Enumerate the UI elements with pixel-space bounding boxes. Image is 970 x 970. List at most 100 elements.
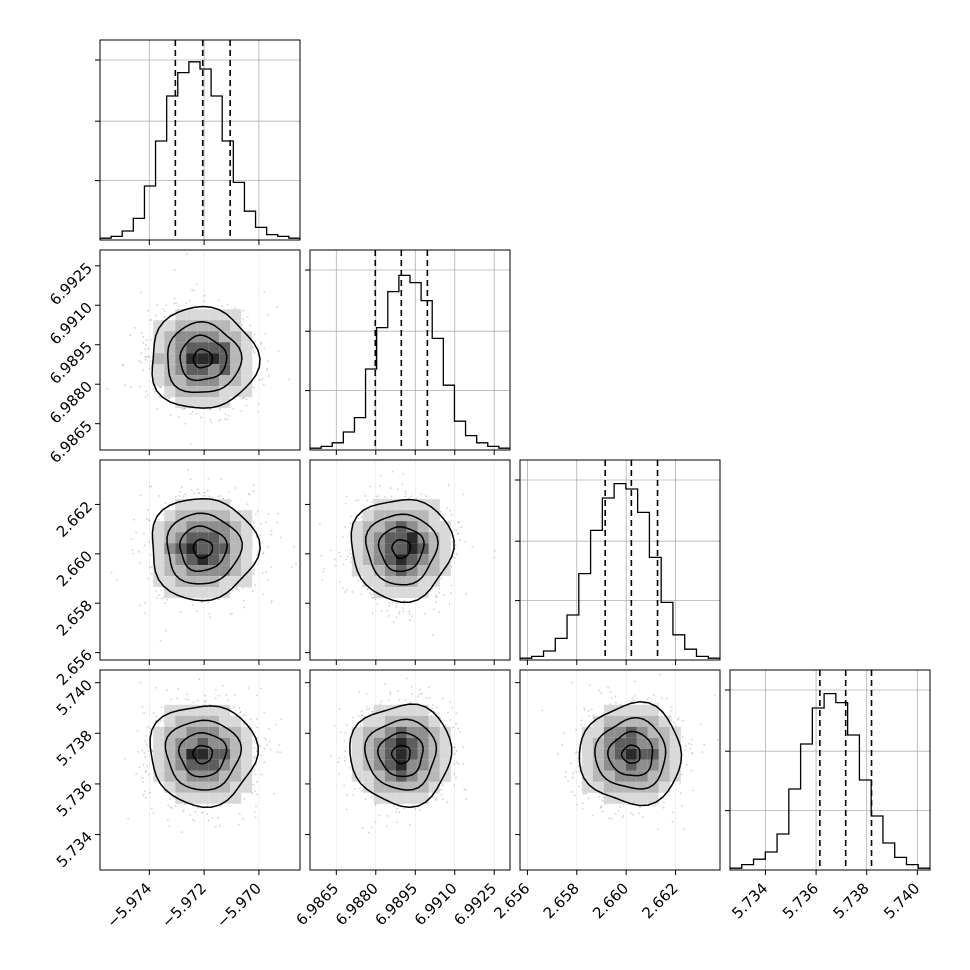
- density-cell: [417, 510, 429, 522]
- sample-point: [392, 805, 395, 807]
- sample-point: [457, 763, 460, 765]
- sample-point: [270, 599, 273, 602]
- sample-point: [353, 787, 356, 790]
- sample-point: [267, 375, 270, 378]
- density-cell: [230, 386, 242, 398]
- sample-point: [191, 604, 194, 607]
- sample-point: [389, 691, 392, 694]
- sample-point: [415, 497, 418, 500]
- sample-point: [416, 695, 419, 698]
- sample-point: [431, 704, 434, 706]
- density-cell: [175, 532, 187, 544]
- sample-point: [354, 499, 357, 502]
- density-cell: [230, 726, 242, 738]
- sample-point: [155, 715, 158, 718]
- sample-point: [146, 339, 148, 341]
- sample-point: [378, 484, 381, 487]
- sample-point: [252, 573, 255, 576]
- sample-point: [360, 516, 363, 519]
- sample-point: [351, 591, 354, 593]
- sample-point: [329, 549, 332, 552]
- sample-point: [144, 735, 147, 737]
- scatter-panel-3-1: [305, 669, 511, 875]
- sample-point: [242, 587, 244, 590]
- sample-point: [234, 487, 236, 489]
- density-cell: [197, 320, 209, 332]
- sample-point: [106, 387, 109, 390]
- sample-point: [360, 714, 363, 717]
- sample-point: [135, 531, 137, 534]
- sample-point: [137, 550, 140, 553]
- sample-point: [427, 686, 430, 689]
- density-cell: [164, 565, 176, 577]
- density-cell: [197, 309, 209, 321]
- sample-point: [264, 333, 267, 336]
- density-cell: [384, 587, 396, 599]
- density-cell: [186, 704, 198, 716]
- density-cell: [428, 576, 440, 588]
- density-cell: [208, 375, 220, 387]
- density-cell: [153, 554, 165, 566]
- sample-point: [219, 495, 222, 497]
- sample-point: [218, 419, 220, 422]
- sample-point: [203, 491, 206, 494]
- contour-line: [192, 348, 214, 369]
- sample-point: [229, 613, 232, 616]
- sample-point: [345, 808, 348, 811]
- density-cell: [153, 770, 165, 782]
- sample-point: [236, 587, 238, 590]
- sample-point: [455, 760, 458, 763]
- sample-point: [371, 826, 373, 829]
- sample-point: [181, 486, 183, 489]
- sample-point: [218, 299, 221, 302]
- sample-point: [204, 699, 207, 702]
- scatter-panel-1-0: [95, 249, 301, 455]
- density-cell: [175, 770, 187, 782]
- sample-point: [260, 687, 262, 690]
- sample-point: [255, 718, 258, 720]
- sample-point: [143, 544, 146, 547]
- sample-point: [346, 588, 349, 591]
- density-cell: [439, 565, 451, 577]
- sample-point: [383, 496, 386, 498]
- sample-point: [217, 598, 220, 601]
- sample-point: [142, 533, 145, 535]
- sample-point: [267, 314, 269, 316]
- density-cell: [406, 576, 418, 588]
- density-cell: [230, 342, 242, 354]
- sample-point: [156, 596, 159, 599]
- sample-point: [267, 360, 270, 363]
- sample-point: [389, 693, 392, 696]
- density-cell: [186, 587, 198, 599]
- sample-point: [388, 602, 391, 604]
- sample-point: [191, 289, 194, 292]
- contour-line: [179, 525, 228, 572]
- sample-point: [262, 593, 265, 596]
- sample-point: [438, 591, 440, 594]
- contour-line: [151, 497, 261, 602]
- sample-point: [232, 407, 235, 410]
- sample-point: [265, 521, 268, 524]
- density-cell: [208, 397, 220, 409]
- density-cell: [428, 532, 440, 544]
- sample-point: [219, 418, 222, 421]
- sample-point: [142, 794, 145, 797]
- density-cell: [164, 748, 176, 760]
- sample-point: [193, 492, 196, 494]
- sample-point: [243, 396, 245, 399]
- sample-point: [179, 611, 182, 613]
- sample-point: [418, 693, 421, 696]
- sample-point: [320, 554, 323, 557]
- density-cell: [241, 364, 253, 376]
- sample-point: [357, 579, 360, 582]
- density-cell: [197, 543, 209, 555]
- density-cell: [230, 576, 242, 588]
- density-cell: [186, 353, 198, 365]
- sample-point: [242, 317, 245, 320]
- sample-point: [248, 492, 250, 495]
- sample-point: [241, 324, 243, 327]
- density-cell: [164, 510, 176, 522]
- sample-point: [398, 811, 401, 814]
- sample-point: [431, 708, 434, 710]
